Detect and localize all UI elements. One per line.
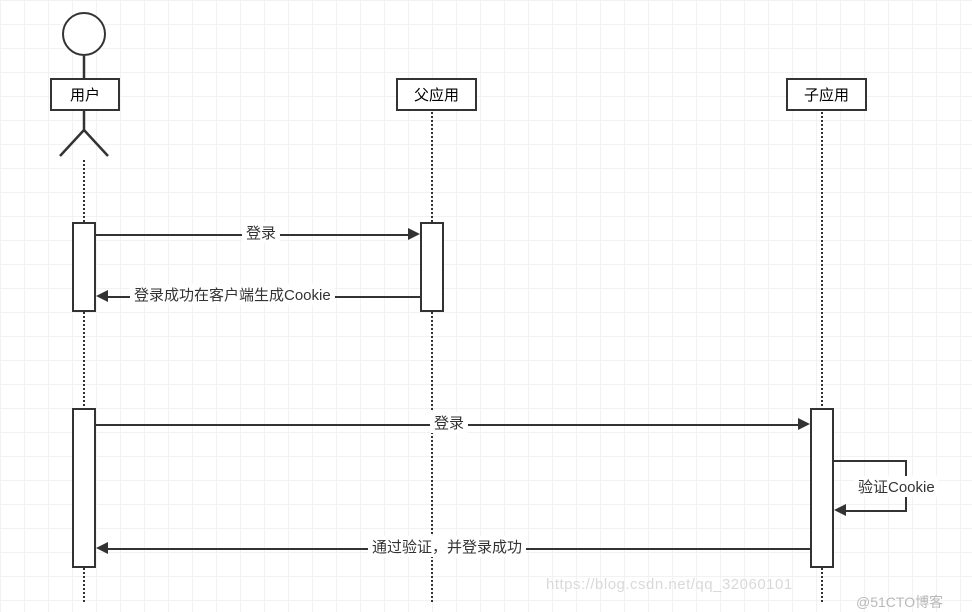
sequence-diagram: 用户 父应用 子应用 登录 登录成功在客户端生成Cookie 登录 验证Cook… xyxy=(0,0,972,608)
lifeline-parent-dash xyxy=(431,112,433,602)
lifeline-parent-label: 父应用 xyxy=(396,78,477,111)
message-m5-arrow xyxy=(96,542,108,554)
message-m2-arrow xyxy=(96,290,108,302)
message-m2-label: 登录成功在客户端生成Cookie xyxy=(130,284,335,305)
message-m3-label: 登录 xyxy=(430,412,468,433)
message-m4-label: 验证Cookie xyxy=(854,476,939,497)
watermark-51cto: @51CTO博客 xyxy=(856,592,943,612)
message-m3-arrow xyxy=(798,418,810,430)
message-m4-arrow xyxy=(834,504,846,516)
lifeline-child-label: 子应用 xyxy=(786,78,867,111)
message-m4-bottom xyxy=(844,510,907,512)
activation-child-2 xyxy=(810,408,834,568)
watermark-csdn: https://blog.csdn.net/qq_32060101 xyxy=(546,576,793,593)
activation-user-2 xyxy=(72,408,96,568)
actor-body-icon xyxy=(46,56,122,160)
message-m5-label: 通过验证，并登录成功 xyxy=(368,536,526,557)
actor-head-icon xyxy=(62,12,106,56)
message-m4-top xyxy=(834,460,905,462)
message-m1-arrow xyxy=(408,228,420,240)
activation-parent-1 xyxy=(420,222,444,312)
activation-user-1 xyxy=(72,222,96,312)
message-m1-label: 登录 xyxy=(242,222,280,243)
